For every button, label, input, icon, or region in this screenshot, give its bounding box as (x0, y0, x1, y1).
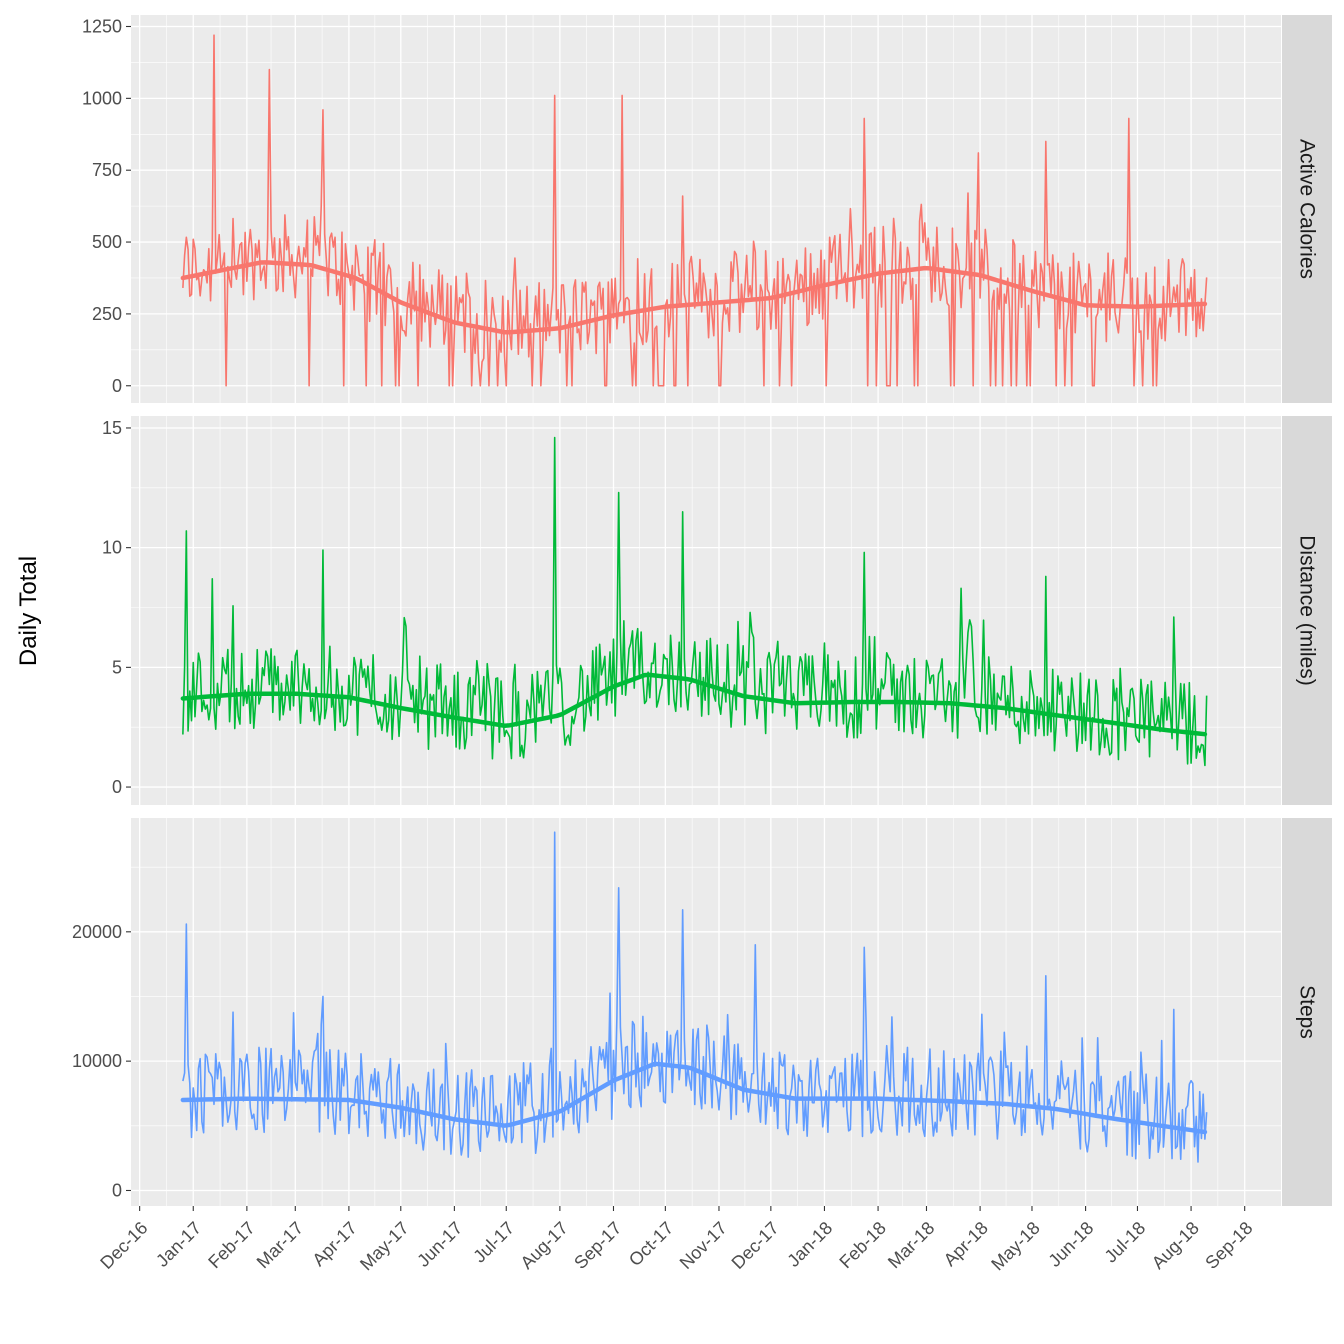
y-tick-label: 500 (92, 232, 122, 252)
x-tick-label: May-18 (987, 1218, 1044, 1275)
y-tick-label: 10 (102, 538, 122, 558)
y-tick-label: 0 (112, 777, 122, 797)
y-tick-label: 5 (112, 657, 122, 677)
x-tick-label: Apr-18 (940, 1218, 992, 1270)
facet-strip-label: Distance (miles) (1296, 535, 1319, 686)
daily-series-line (182, 831, 1208, 1163)
facet-strip (1282, 15, 1332, 403)
x-tick-label: Sep-17 (570, 1218, 625, 1273)
x-tick-label: Sep-18 (1201, 1218, 1256, 1273)
y-tick-label: 20000 (72, 922, 122, 942)
x-tick-label: Aug-17 (517, 1218, 572, 1273)
x-tick-label: Jan-17 (152, 1218, 205, 1271)
y-tick-label: 0 (112, 376, 122, 396)
smooth-trend-line (180, 672, 1208, 737)
facet-strip-label: Active Calories (1296, 139, 1319, 279)
x-tick-label: Feb-18 (835, 1218, 889, 1272)
smooth-trend-line (180, 1061, 1208, 1135)
x-tick-label: Jul-18 (1101, 1218, 1150, 1267)
x-tick-label: Aug-18 (1148, 1218, 1203, 1273)
smooth-trend-line (180, 260, 1208, 335)
x-tick-label: Feb-17 (204, 1218, 258, 1272)
panel-background (131, 818, 1281, 1206)
x-tick-label: Mar-18 (884, 1218, 938, 1272)
y-axis-title: Daily Total (15, 556, 42, 666)
x-tick-label: Mar-17 (253, 1218, 307, 1272)
x-tick-label: May-17 (356, 1218, 413, 1275)
x-tick-label: Dec-17 (728, 1218, 783, 1273)
panel-background (131, 15, 1281, 403)
x-tick-label: Dec-16 (96, 1218, 151, 1273)
facet-strip-label: Steps (1296, 985, 1319, 1039)
y-tick-label: 0 (112, 1180, 122, 1200)
y-tick-label: 10000 (72, 1051, 122, 1071)
y-tick-label: 1250 (82, 16, 122, 36)
facet-panel: 0 10000 20000 Steps (72, 818, 1332, 1206)
x-tick-label: Jun-18 (1044, 1218, 1097, 1271)
y-tick-label: 1000 (82, 88, 122, 108)
y-tick-label: 15 (102, 418, 122, 438)
x-tick-label: Jul-17 (469, 1218, 518, 1267)
x-tick-label: Nov-17 (676, 1218, 731, 1273)
x-tick-label: Jan-18 (783, 1218, 836, 1271)
daily-series-line (182, 436, 1208, 767)
facet-strip (1282, 818, 1332, 1206)
x-tick-label: Apr-17 (308, 1218, 360, 1270)
facet-panel: 0 250 500 750 1000 1250 Active Calories (82, 15, 1332, 403)
y-tick-label: 250 (92, 304, 122, 324)
facet-strip (1282, 416, 1332, 805)
y-tick-label: 750 (92, 160, 122, 180)
facet-panels: 0 250 500 750 1000 1250 Active Calories 0 5 10 15 D… (72, 15, 1332, 1206)
facet-panel: 0 5 10 15 Distance (miles) (102, 416, 1332, 805)
daily-series-line (182, 34, 1208, 387)
x-tick-label: Oct-17 (625, 1218, 677, 1270)
x-tick-label: Jun-17 (413, 1218, 466, 1271)
